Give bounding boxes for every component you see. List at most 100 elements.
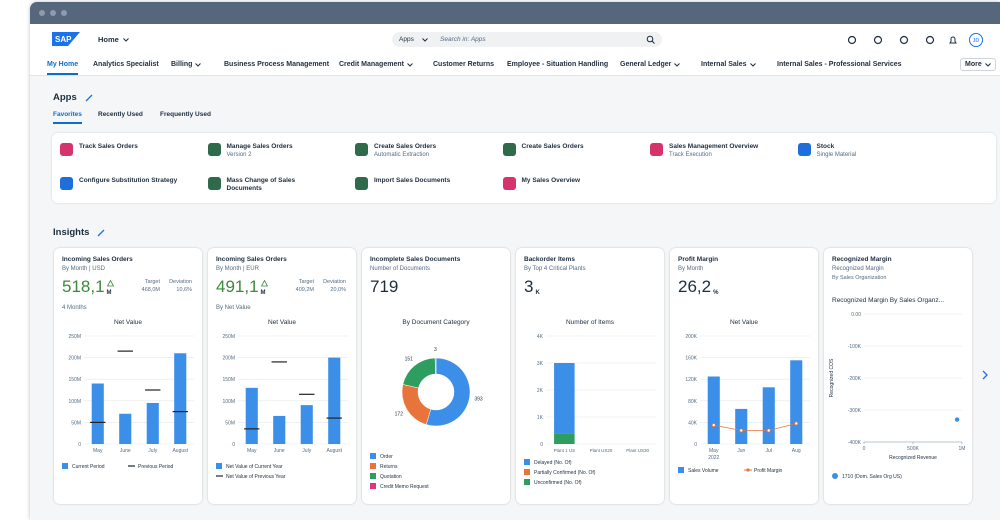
nav-item[interactable]: Employee - Situation Handling	[507, 61, 608, 68]
target-label: Target	[298, 279, 314, 285]
insight-card[interactable]: Incoming Sales Orders By Month | USD 518,1…	[54, 248, 202, 504]
y-tick-label: 150M	[68, 377, 81, 383]
logo[interactable]: SAP	[52, 32, 80, 46]
help-icon[interactable]	[925, 35, 935, 45]
action-icon[interactable]	[873, 35, 883, 45]
card-title: Incoming Sales Orders	[62, 256, 133, 263]
action-icon[interactable]	[847, 35, 857, 45]
insight-card[interactable]: Recognized Margin Recognized Margin By Sal…	[824, 248, 972, 504]
nav-item[interactable]: Customer Returns	[433, 61, 494, 68]
chart: Number of Items 0 1K 2K 3K 4K Plant 1 US Plant …	[524, 319, 656, 486]
card-title: Incoming Sales Orders	[216, 256, 287, 263]
kpi-value: 26,2	[678, 277, 712, 296]
y-tick-label: 120K	[685, 377, 697, 383]
y-tick-label: 150M	[222, 377, 235, 383]
app-tile[interactable]: My Sales Overview	[502, 177, 643, 190]
legend-label: Sales Volume	[688, 468, 719, 474]
x-tick-label: July	[302, 448, 311, 454]
y-tick-label: -300K	[848, 408, 862, 414]
app-title: My Sales Overview	[521, 177, 581, 184]
y-tick-label: 0.00	[851, 312, 861, 318]
chart: By Document Category 393 172 151 3 Order Retur…	[370, 319, 483, 490]
app-tile[interactable]: Import Sales Documents	[355, 177, 495, 190]
card-footnote: By Net Value	[216, 305, 251, 311]
app-tile[interactable]: Track Sales Orders	[60, 143, 200, 156]
x-tick-label: 0	[863, 446, 866, 452]
insight-card[interactable]: Incoming Sales Orders By Month | EUR 491,1…	[208, 248, 356, 504]
y-tick-label: 40K	[688, 420, 698, 426]
nav-label: Billing	[171, 61, 193, 68]
more-button[interactable]: More	[960, 58, 996, 71]
y-tick-label: 160K	[685, 356, 697, 362]
legend-swatch	[370, 453, 376, 459]
tab[interactable]: Frequently Used	[160, 111, 211, 118]
tab[interactable]: Recently Used	[98, 111, 143, 118]
nav-item[interactable]: Credit Management	[339, 61, 413, 68]
nav-item[interactable]: Internal Sales	[701, 61, 756, 68]
kpi-side: M	[106, 280, 114, 296]
insight-card[interactable]: Profit Margin By Month 26,2% Net Value 0 40K 8…	[670, 248, 818, 504]
app-title: Sales Management Overview	[669, 143, 759, 150]
bar	[91, 383, 104, 444]
legend-label: Profit Margin	[754, 468, 783, 474]
kpi-value: 719	[370, 277, 399, 296]
y-tick-label: 0	[78, 442, 81, 448]
edit-icon[interactable]	[97, 229, 105, 237]
x-group-label: 2022	[708, 455, 719, 461]
app-tile[interactable]: Configure Substitution Strategy	[60, 177, 200, 190]
legend-label: Order	[380, 454, 393, 460]
y-tick-label: -200K	[848, 376, 862, 382]
shell-bar: SAP Home Apps Search in: Apps JD	[30, 24, 1000, 54]
insight-card[interactable]: Incomplete Sales Documents Number of Docu…	[362, 248, 510, 504]
home-menu[interactable]: Home	[98, 35, 129, 44]
nav-label: General Ledger	[620, 61, 672, 68]
legend-swatch	[370, 483, 376, 489]
y-tick-label: 0	[540, 442, 543, 448]
donut-slice	[434, 357, 437, 375]
x-tick-label: May	[709, 448, 719, 454]
app-tile[interactable]: Create Sales Orders	[502, 143, 643, 156]
y-tick-label: 3K	[537, 361, 544, 367]
insight-card[interactable]: Backorder Items By Top 4 Critical Plants 3…	[516, 248, 664, 504]
search-bar[interactable]: Apps Search in: Apps	[392, 32, 662, 47]
app-tile[interactable]: Sales Management Overview Track Execution	[650, 143, 790, 159]
deviation: Deviation 20,0%	[312, 278, 346, 294]
x-tick-label: Aug	[792, 448, 801, 454]
tab[interactable]: Favorites	[53, 111, 82, 124]
bar	[328, 357, 341, 444]
kpi-row: 719	[370, 278, 400, 296]
app-title: Track Sales Orders	[79, 143, 138, 150]
y-tick-label: 50M	[71, 420, 81, 426]
app-tile[interactable]: Mass Change of Sales Documents	[207, 177, 348, 193]
nav-bar: My Home Analytics Specialist Billing Busine…	[30, 54, 1000, 76]
bell-icon[interactable]	[949, 36, 957, 44]
nav-item[interactable]: My Home	[47, 61, 79, 75]
app-tile[interactable]: Stock Single Material	[797, 143, 938, 159]
bar	[245, 387, 258, 444]
y-tick-label: -400K	[848, 440, 862, 446]
edit-icon[interactable]	[85, 94, 93, 102]
trend-icon	[260, 280, 268, 287]
app-icon	[355, 177, 368, 190]
y-tick-label: -100K	[848, 344, 862, 350]
nav-item[interactable]: Billing	[171, 61, 202, 68]
card-title: Profit Margin	[678, 256, 719, 263]
nav-item[interactable]: General Ledger	[620, 61, 681, 68]
avatar[interactable]	[969, 33, 983, 47]
next-arrow[interactable]	[981, 370, 989, 380]
bar	[707, 376, 720, 444]
card-title: Incomplete Sales Documents	[370, 256, 461, 263]
action-icon[interactable]	[899, 35, 909, 45]
nav-label: Internal Sales - Professional Services	[777, 61, 902, 68]
nav-item[interactable]: Business Process Management	[224, 61, 329, 68]
app-tile[interactable]: Create Sales Orders Automatic Extraction	[355, 143, 495, 159]
nav-item[interactable]: Analytics Specialist	[93, 61, 159, 68]
nav-label: More	[965, 61, 982, 68]
data-label: 393	[474, 396, 483, 402]
app-tile[interactable]: Manage Sales Orders Version 2	[207, 143, 348, 159]
y-tick-label: 200K	[685, 334, 697, 340]
nav-item[interactable]: Internal Sales - Professional Services	[777, 61, 902, 68]
legend-label: Returns	[380, 464, 398, 470]
chart: Recognized Margin By Sales Organz... 0.00…	[829, 297, 965, 480]
